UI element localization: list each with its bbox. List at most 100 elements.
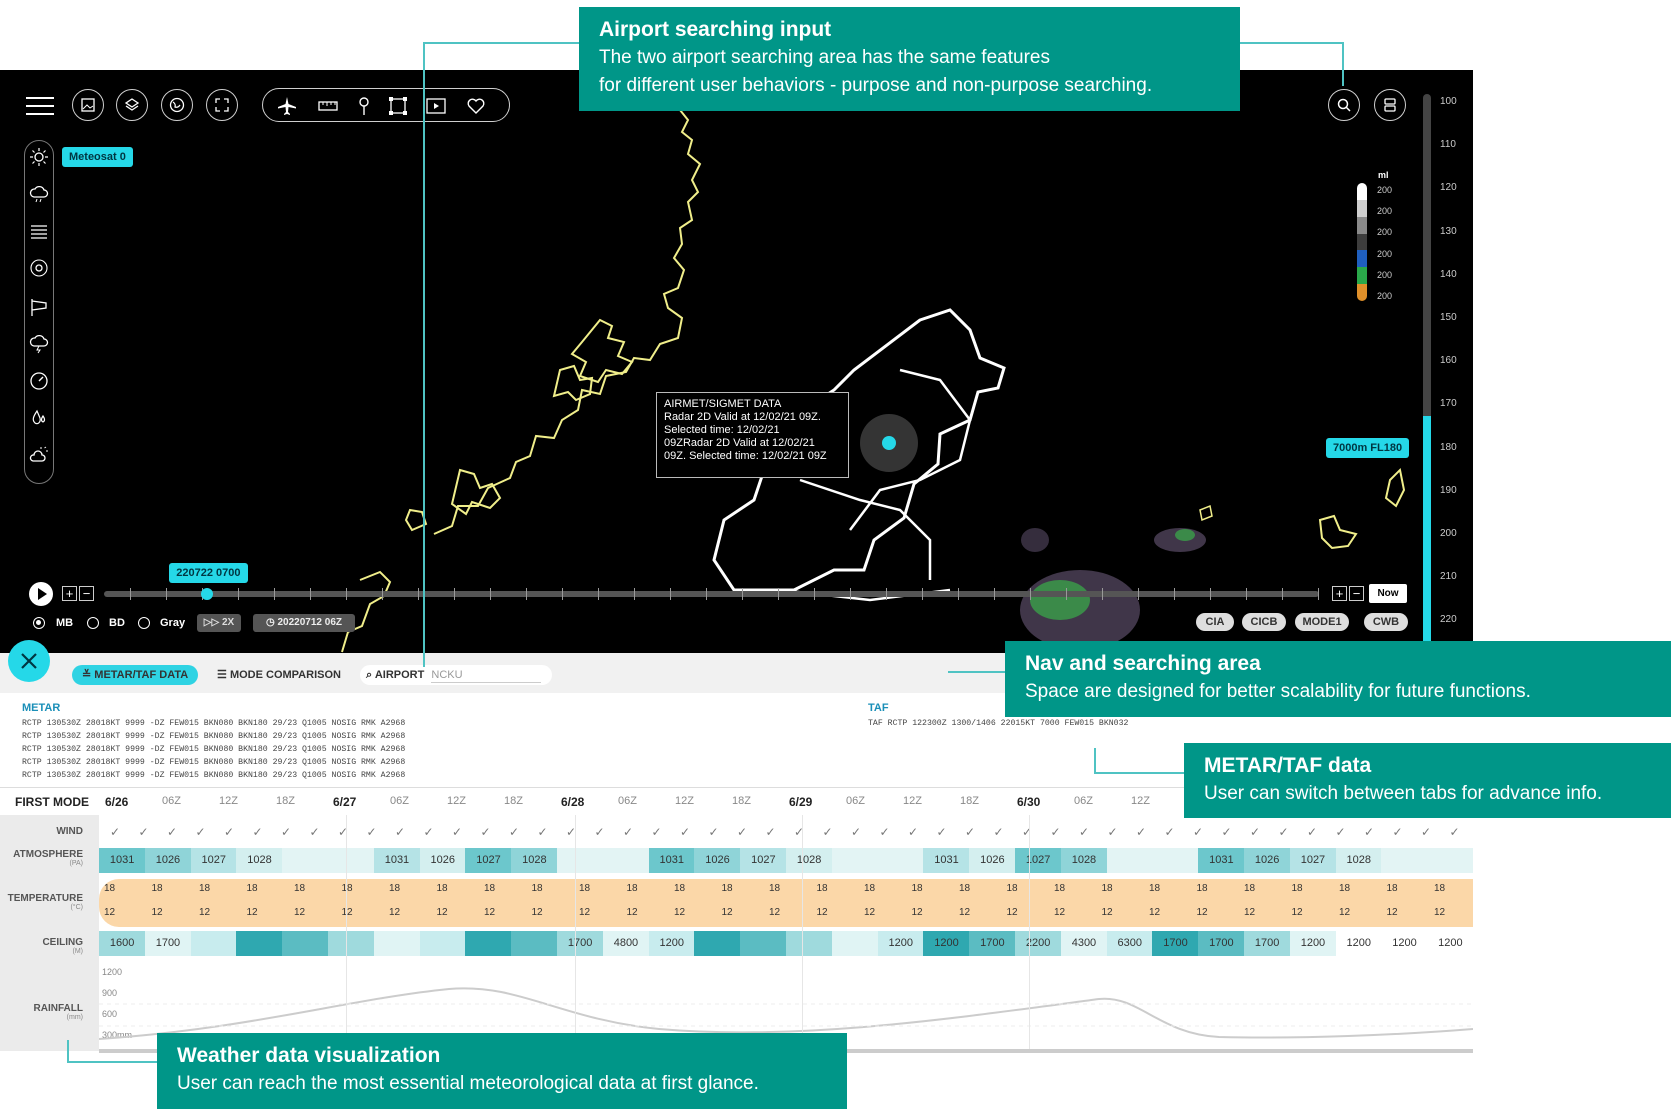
close-panel-button[interactable] xyxy=(8,640,50,682)
temp-high-value: 18 xyxy=(1386,883,1398,894)
airport-search-button[interactable] xyxy=(1328,89,1360,121)
layers-button[interactable] xyxy=(116,89,148,121)
zoom-in-time-button[interactable]: + xyxy=(62,586,77,601)
atmosphere-row-label: ATMOSPHERE (PA) xyxy=(13,849,83,867)
date-label: 20220712 06Z xyxy=(277,617,343,628)
ceiling-cell: 2200 xyxy=(1015,931,1062,956)
tab-mode-comparison-label: MODE COMPARISON xyxy=(229,669,341,681)
gray-radio[interactable] xyxy=(138,617,150,629)
gauge-icon[interactable] xyxy=(29,371,49,391)
clock-icon: ◷ xyxy=(265,617,275,628)
search-icon xyxy=(1337,98,1351,112)
wind-barb-icon: ✓ xyxy=(366,825,377,839)
airport-marker[interactable] xyxy=(882,436,896,450)
area-select-icon[interactable] xyxy=(388,96,408,116)
menu-icon[interactable] xyxy=(26,95,54,115)
timeline-tick xyxy=(634,588,635,600)
sun-icon[interactable] xyxy=(29,147,49,167)
close-icon xyxy=(21,653,37,669)
play-video-icon[interactable] xyxy=(426,96,446,116)
source-pill-cicb[interactable]: CICB xyxy=(1242,613,1286,631)
ceiling-cell xyxy=(373,931,421,956)
windsock-icon[interactable] xyxy=(29,297,49,317)
fullscreen-button[interactable] xyxy=(206,89,238,121)
timeline-tick xyxy=(814,588,815,600)
fog-icon[interactable] xyxy=(29,221,49,241)
cloud-rain-icon[interactable] xyxy=(29,184,49,204)
altitude-track[interactable] xyxy=(1423,94,1431,649)
play-button[interactable] xyxy=(29,582,53,606)
timeline-handle[interactable] xyxy=(201,588,214,600)
source-pill-cia[interactable]: CIA xyxy=(1196,613,1234,631)
timeline-tick xyxy=(346,588,347,600)
satellite-tag[interactable]: Meteosat 0 xyxy=(62,147,133,167)
timeline-tick xyxy=(706,588,707,600)
ceiling-cell: 1600 xyxy=(99,931,146,956)
temp-low-value: 12 xyxy=(199,907,211,918)
timeline-tick xyxy=(1174,588,1175,600)
atmosphere-cell: 1031 xyxy=(373,848,421,873)
airplane-icon[interactable] xyxy=(277,96,297,116)
temp-low-value: 12 xyxy=(151,907,163,918)
image-layer-button[interactable] xyxy=(72,89,104,121)
source-pill-mode1[interactable]: MODE1 xyxy=(1295,613,1349,631)
zoom-out-time-button[interactable]: − xyxy=(79,586,94,601)
heart-icon[interactable] xyxy=(466,96,486,116)
altitude-fill xyxy=(1423,415,1431,649)
wind-barb-icon: ✓ xyxy=(423,825,434,839)
source-pill-cwb[interactable]: CWB xyxy=(1364,613,1408,631)
popup-line: 09ZRadar 2D Valid at 12/02/21 xyxy=(664,437,815,449)
airport-search-field[interactable]: ⌕ AIRPORT NCKU xyxy=(360,665,552,685)
taf-line: TAF RCTP 122300Z 1300/1406 22015KT 7000 … xyxy=(868,719,1129,728)
ceiling-cell xyxy=(511,931,558,956)
timeline-tick xyxy=(238,588,239,600)
typhoon-icon[interactable] xyxy=(29,258,49,278)
ruler-icon[interactable] xyxy=(318,96,338,116)
speed-button[interactable]: ▷▷ 2X xyxy=(197,614,241,632)
time-header: 18Z xyxy=(276,795,295,807)
now-button[interactable]: Now xyxy=(1369,584,1407,603)
date-button[interactable]: ◷ 20220712 06Z xyxy=(253,614,355,632)
zoom-out-time-button-right[interactable]: − xyxy=(1349,586,1364,601)
lightning-cloud-icon[interactable] xyxy=(29,334,49,354)
timeline-track[interactable] xyxy=(104,591,1319,597)
timeline-tick xyxy=(742,588,743,600)
tab-mode-comparison[interactable]: ☰ MODE COMPARISON xyxy=(217,665,341,685)
day-divider xyxy=(802,815,803,1049)
wind-barb-icon: ✓ xyxy=(1364,825,1375,839)
metar-line: RCTP 130530Z 28018KT 9999 -DZ FEW015 BKN… xyxy=(22,719,406,728)
globe-button[interactable] xyxy=(161,89,193,121)
fast-forward-icon: ▷▷ xyxy=(203,617,220,628)
temp-high-value: 18 xyxy=(1339,883,1351,894)
flight-level-tag[interactable]: 7000m FL180 xyxy=(1326,438,1410,458)
ceiling-cell: 1200 xyxy=(923,931,970,956)
image-icon xyxy=(81,98,95,112)
time-header: 12Z xyxy=(903,795,922,807)
temp-low-value: 12 xyxy=(294,907,306,918)
temp-high-value: 18 xyxy=(1101,883,1113,894)
legend-value: 200 xyxy=(1377,291,1393,301)
weather-map[interactable]: Meteosat 0 AIRMET/SIGMET DATA Radar 2D V… xyxy=(0,70,1473,653)
atmosphere-cell: 1026 xyxy=(969,848,1016,873)
droplets-icon[interactable] xyxy=(29,408,49,428)
ceiling-cell: 1700 xyxy=(144,931,192,956)
location-pin-icon[interactable] xyxy=(354,96,374,116)
timeline-tick xyxy=(670,588,671,600)
split-view-button[interactable] xyxy=(1374,89,1406,121)
atmosphere-cell: 1031 xyxy=(923,848,970,873)
sun-cloud-icon[interactable] xyxy=(29,445,49,465)
time-header: 18Z xyxy=(960,795,979,807)
temp-low-value: 12 xyxy=(1434,907,1446,918)
rainfall-axis-label: 900 xyxy=(102,988,118,998)
bd-radio[interactable] xyxy=(87,617,99,629)
zoom-in-time-button-right[interactable]: + xyxy=(1332,586,1347,601)
temp-low-value: 12 xyxy=(1101,907,1113,918)
airport-input[interactable]: NCKU xyxy=(431,668,542,683)
wind-barb-icon: ✓ xyxy=(1392,825,1403,839)
temp-low-value: 12 xyxy=(959,907,971,918)
tab-metar-taf[interactable]: ≚ METAR/TAF DATA xyxy=(72,665,199,685)
mb-radio[interactable] xyxy=(33,617,45,629)
ceiling-cell: 1700 xyxy=(557,931,604,956)
metar-title: METAR xyxy=(22,702,61,714)
timeline-tick xyxy=(994,588,995,600)
